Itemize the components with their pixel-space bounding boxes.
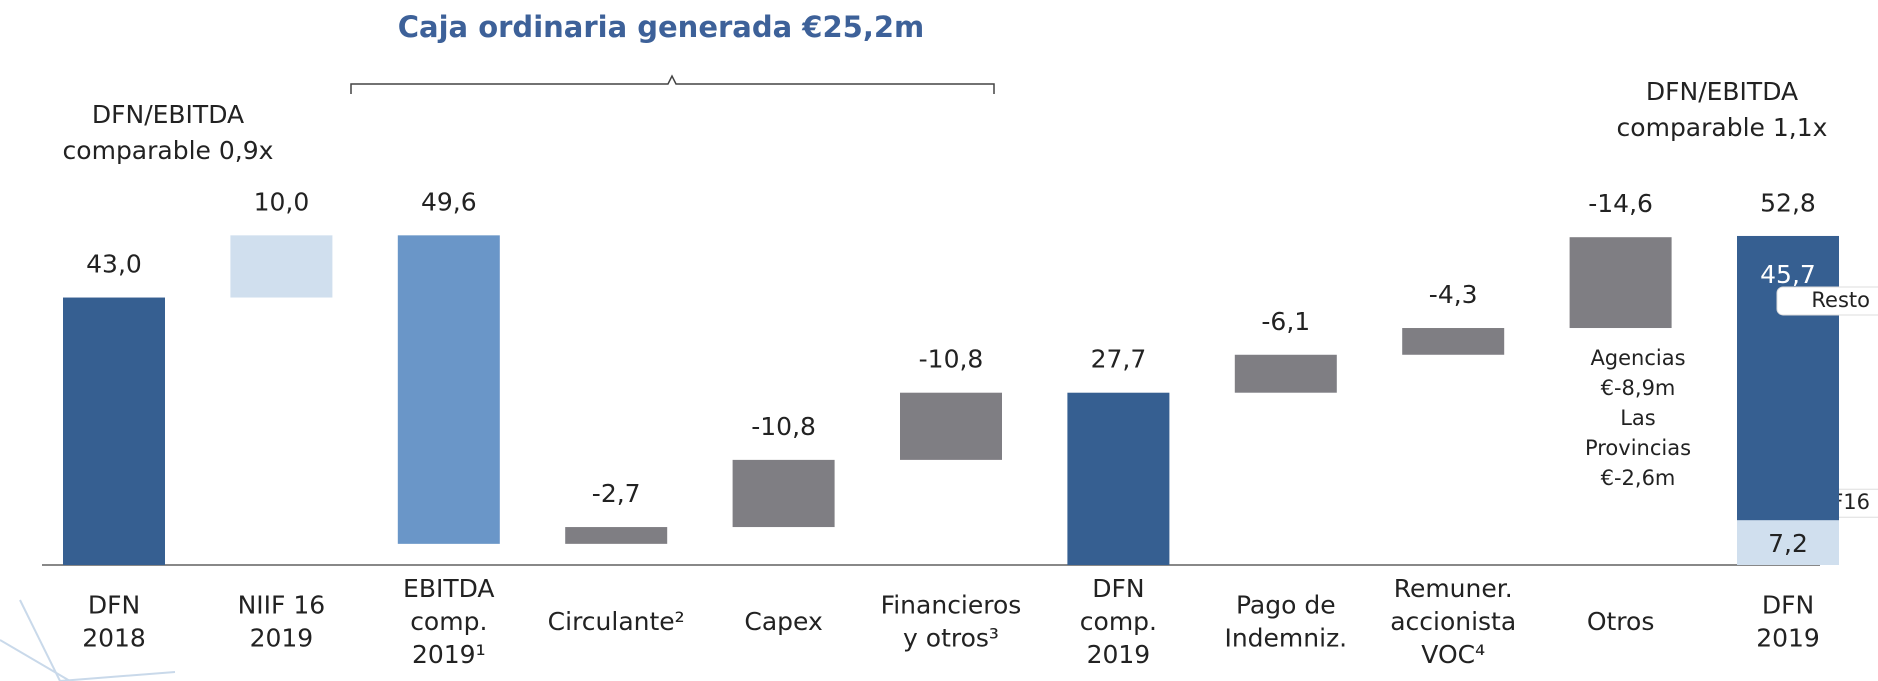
bar [1067,393,1169,565]
part-label: Resto [1811,288,1870,312]
value-label: 52,8 [1760,189,1816,218]
annotation: Provincias [1585,436,1691,460]
value-label: -4,3 [1429,280,1478,309]
bar [398,235,500,544]
annotation: Las [1620,406,1656,430]
bar [1570,237,1672,328]
value-label: 43,0 [86,250,142,279]
bar [733,460,835,527]
bar [1235,355,1337,393]
annotation: comparable 0,9x [63,136,274,165]
value-label: -10,8 [919,345,984,374]
bracket [351,76,994,94]
chart-title: Caja ordinaria generada €25,2m [398,10,925,44]
bar [565,527,667,544]
value-label: -2,7 [592,479,641,508]
value-label: 27,7 [1091,345,1147,374]
x-tick-label: Circulante² [548,607,685,636]
annotation: DFN/EBITDA [1646,77,1798,106]
bar [63,298,165,565]
bar [230,235,332,297]
annotation: €-8,9m [1601,376,1676,400]
annotation: Agencias [1590,346,1685,370]
annotation: €-2,6m [1601,466,1676,490]
value-label: 10,0 [254,187,310,216]
annotation: comparable 1,1x [1617,113,1828,142]
chart: Caja ordinaria generada €25,2m 43,0 DFN20… [0,0,1878,681]
annotation: DFN/EBITDA [92,100,244,129]
value-label: -14,6 [1588,189,1653,218]
bar [900,393,1002,460]
value-label: 49,6 [421,187,477,216]
bar [1402,328,1504,355]
value-label: -6,1 [1261,307,1310,336]
x-tick-label: Otros [1587,607,1655,636]
value-label: -10,8 [751,412,816,441]
x-tick-label: Capex [744,607,822,636]
value-label: 7,2 [1768,529,1808,558]
value-label: 45,7 [1760,260,1816,289]
